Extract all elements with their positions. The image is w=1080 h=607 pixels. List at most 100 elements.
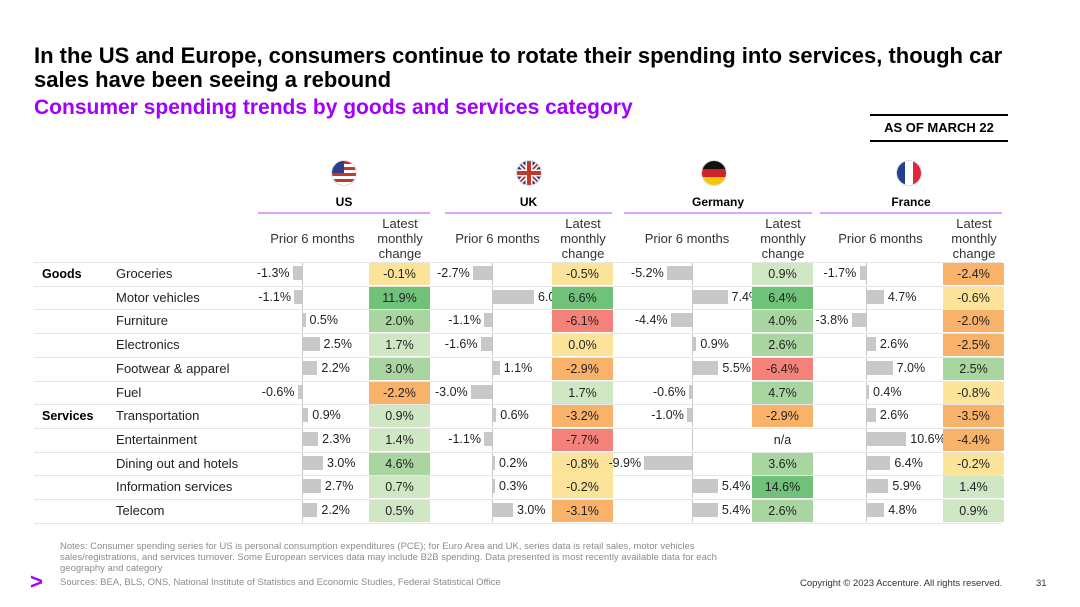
- bar-axis: [492, 428, 493, 451]
- row-divider: [34, 333, 1002, 335]
- prior-6-months-bar: [866, 408, 876, 423]
- row-divider: [34, 309, 1002, 311]
- latest-monthly-change-cell: -6.4%: [752, 357, 813, 380]
- bar-axis: [302, 381, 303, 404]
- uk-flag-icon: [517, 161, 541, 185]
- row-divider: [34, 522, 1002, 524]
- latest-monthly-change-cell: -3.1%: [552, 500, 613, 522]
- header-prior-6-months: Prior 6 months: [644, 231, 730, 246]
- row-divider: [34, 499, 1002, 500]
- category-label: Groceries: [116, 266, 173, 281]
- latest-monthly-change-cell: n/a: [752, 428, 813, 451]
- bar-axis: [866, 263, 867, 285]
- prior-6-months-bar: [292, 266, 302, 280]
- prior-6-months-bar: [644, 455, 692, 470]
- latest-monthly-change-cell: -2.4%: [943, 263, 1004, 285]
- copyright: Copyright © 2023 Accenture. All rights r…: [800, 578, 1003, 589]
- latest-monthly-change-cell: 1.7%: [552, 381, 613, 404]
- row-divider: [34, 475, 1002, 477]
- prior-6-months-bar: [302, 360, 318, 375]
- prior-6-months-bar: [302, 313, 306, 328]
- prior-6-months-bar: [480, 337, 492, 352]
- prior-6-months-bar: [692, 360, 719, 375]
- prior-6-months-value: 0.5%: [309, 313, 339, 328]
- prior-6-months-bar: [302, 479, 321, 494]
- prior-6-months-value: -1.1%: [448, 431, 481, 446]
- bar-axis: [692, 428, 693, 451]
- sources-note: Sources: BEA, BLS, ONS, National Institu…: [60, 577, 501, 588]
- prior-6-months-bar: [484, 431, 492, 446]
- prior-6-months-bar: [866, 479, 889, 494]
- prior-6-months-bar: [492, 360, 500, 375]
- bar-axis: [692, 310, 693, 333]
- bar-axis: [302, 263, 303, 285]
- latest-monthly-change-cell: 11.9%: [369, 286, 430, 309]
- latest-monthly-change-cell: -0.5%: [552, 263, 613, 285]
- latest-monthly-change-cell: 1.4%: [369, 428, 430, 451]
- prior-6-months-value: 2.7%: [324, 479, 354, 494]
- germany-flag-icon: [702, 161, 726, 185]
- prior-6-months-value: 4.8%: [888, 503, 917, 517]
- prior-6-months-value: 1.1%: [503, 360, 533, 375]
- prior-6-months-bar: [866, 289, 884, 304]
- prior-6-months-bar: [484, 313, 492, 328]
- prior-6-months-bar: [689, 384, 692, 399]
- prior-6-months-value: -0.6%: [653, 384, 686, 399]
- latest-monthly-change-cell: 0.9%: [943, 500, 1004, 522]
- latest-monthly-change-cell: -3.5%: [943, 405, 1004, 428]
- row-divider: [34, 380, 1002, 382]
- category-label: Dining out and hotels: [116, 455, 239, 471]
- bar-axis: [692, 263, 693, 285]
- header-latest-monthly-change: Latest monthly change: [560, 216, 606, 261]
- prior-6-months-bar: [692, 337, 697, 352]
- header-latest-monthly-change: Latest monthly change: [951, 216, 997, 261]
- latest-monthly-change-cell: 3.0%: [369, 357, 430, 380]
- latest-monthly-change-cell: 1.4%: [943, 476, 1004, 499]
- prior-6-months-value: -9.9%: [608, 455, 642, 470]
- prior-6-months-value: 6.4%: [894, 455, 923, 470]
- prior-6-months-bar: [302, 455, 323, 470]
- category-label: Furniture: [116, 313, 169, 329]
- prior-6-months-value: 0.4%: [873, 384, 902, 399]
- latest-monthly-change-cell: -0.2%: [943, 452, 1004, 475]
- bar-axis: [302, 286, 303, 309]
- row-divider: [34, 285, 1002, 287]
- prior-6-months-bar: [492, 503, 513, 517]
- header-prior-6-months: Prior 6 months: [455, 231, 540, 246]
- page-subtitle: Consumer spending trends by goods and se…: [34, 96, 633, 119]
- latest-monthly-change-cell: 0.9%: [752, 263, 813, 285]
- prior-6-months-value: -2.7%: [437, 266, 470, 280]
- prior-6-months-value: 2.3%: [322, 431, 351, 446]
- header-latest-monthly-change: Latest monthly change: [377, 216, 423, 261]
- bar-axis: [692, 405, 693, 428]
- prior-6-months-bar: [302, 337, 320, 352]
- group-label-goods: Goods: [42, 267, 82, 281]
- prior-6-months-value: 2.2%: [321, 503, 350, 517]
- latest-monthly-change-cell: 2.0%: [369, 310, 430, 333]
- country-header-line: [624, 212, 812, 214]
- prior-6-months-value: 0.6%: [500, 408, 529, 423]
- latest-monthly-change-cell: -4.4%: [943, 428, 1004, 451]
- prior-6-months-value: 3.0%: [517, 503, 546, 517]
- bar-axis: [692, 381, 693, 404]
- prior-6-months-value: -1.1%: [258, 289, 291, 304]
- category-label: Information services: [116, 479, 233, 495]
- header-latest-monthly-change: Latest monthly change: [760, 216, 806, 261]
- prior-6-months-bar: [866, 384, 869, 399]
- category-label: Fuel: [116, 384, 142, 400]
- prior-6-months-value: -1.3%: [256, 266, 290, 280]
- latest-monthly-change-cell: 2.6%: [752, 500, 813, 522]
- country-header-line: [258, 212, 430, 214]
- prior-6-months-value: 2.6%: [879, 408, 909, 423]
- prior-6-months-value: 0.3%: [499, 479, 528, 494]
- country-name: US: [335, 195, 353, 209]
- latest-monthly-change-cell: 6.6%: [552, 286, 613, 309]
- bar-axis: [492, 334, 493, 357]
- prior-6-months-value: 2.2%: [321, 360, 350, 375]
- row-divider: [34, 404, 1002, 406]
- prior-6-months-bar: [866, 503, 885, 517]
- country-header-line: [445, 212, 612, 214]
- prior-6-months-bar: [667, 266, 692, 280]
- latest-monthly-change-cell: 4.6%: [369, 452, 430, 475]
- prior-6-months-bar: [692, 479, 718, 494]
